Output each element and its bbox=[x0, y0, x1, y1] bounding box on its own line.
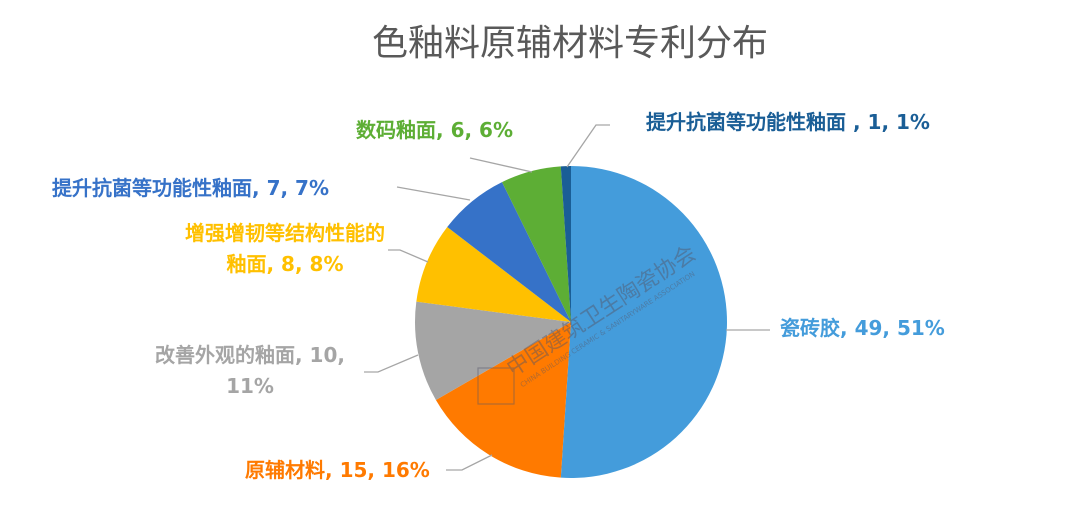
pie-slice-1 bbox=[435, 322, 571, 478]
pie-slice-4 bbox=[447, 182, 571, 322]
pie-slice-3 bbox=[416, 227, 571, 322]
pie-slice-6 bbox=[560, 166, 571, 322]
pie-slice-0 bbox=[560, 166, 728, 478]
data-label-1: 原辅材料, 15, 16% bbox=[245, 458, 430, 482]
leader-line-1 bbox=[446, 454, 493, 471]
data-label-0: 瓷砖胶, 49, 51% bbox=[780, 316, 945, 340]
leader-line-6 bbox=[566, 124, 610, 168]
leader-line-2 bbox=[364, 354, 419, 373]
pie-slice-5 bbox=[502, 166, 571, 322]
data-label-6: 提升抗菌等功能性釉面 , 1, 1% bbox=[646, 110, 930, 134]
pie-slice-2 bbox=[415, 301, 571, 400]
leader-line-3 bbox=[388, 249, 429, 263]
data-label-5: 数码釉面, 6, 6% bbox=[356, 118, 514, 142]
data-label-4: 提升抗菌等功能性釉面, 7, 7% bbox=[52, 176, 330, 200]
leader-line-4 bbox=[396, 186, 471, 201]
data-label-2: 改善外观的釉面, 10, 11% bbox=[154, 343, 345, 398]
chart-title: 色釉料原辅材料专利分布 bbox=[371, 23, 768, 64]
leader-line-5 bbox=[469, 157, 533, 173]
data-label-3: 增强增韧等结构性能的釉面, 8, 8% bbox=[185, 221, 385, 276]
